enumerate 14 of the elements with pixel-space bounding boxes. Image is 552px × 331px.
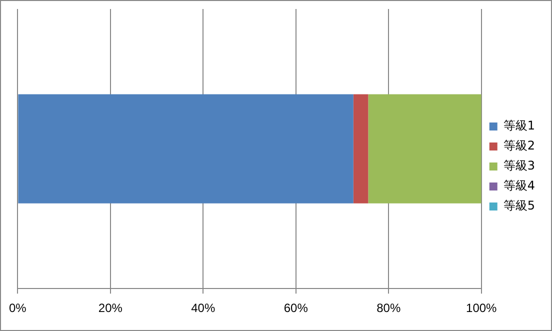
legend-label: 等級4	[503, 178, 536, 193]
x-tick-label: 0%	[9, 301, 27, 316]
legend-label: 等級1	[503, 118, 536, 133]
x-tick-label: 40%	[191, 301, 216, 316]
legend-label: 等級2	[503, 138, 536, 153]
x-tick-label: 20%	[98, 301, 123, 316]
legend-label: 等級5	[503, 198, 536, 213]
legend-label: 等級3	[503, 158, 536, 173]
x-tick-label: 60%	[284, 301, 308, 316]
x-tick-label: 80%	[376, 301, 401, 316]
bar	[18, 94, 354, 204]
x-tick-label: 100%	[466, 301, 498, 316]
bar	[353, 94, 368, 204]
bar	[368, 94, 482, 204]
